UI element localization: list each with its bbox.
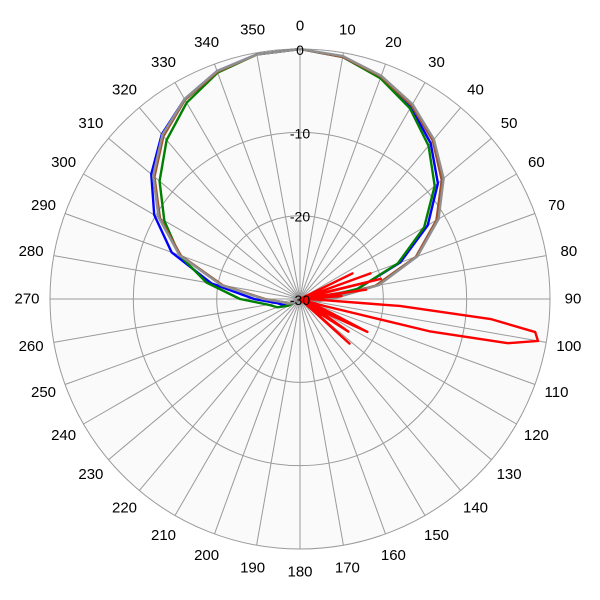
grid-spoke [53,255,301,300]
grid-spoke [299,137,492,300]
grid-spoke [299,298,426,516]
angle-tick-label: 250 [31,384,56,401]
angle-tick-label: 60 [528,154,545,171]
angle-tick-label: 170 [335,559,360,576]
angle-tick-label: 110 [545,384,569,401]
angle-tick-label: 290 [31,197,56,214]
grid-spoke [299,82,426,300]
angle-tick-label: 150 [424,527,449,544]
grid-spoke [256,298,301,546]
angle-tick-label: 310 [78,115,103,132]
grid-spoke [214,298,301,535]
grid-spoke [299,63,386,300]
angle-tick-label: 30 [428,54,445,71]
angle-tick-label: 120 [524,427,549,444]
grid-spoke [299,298,344,546]
angle-tick-label: 210 [151,527,176,544]
angle-tick-label: 140 [463,500,488,517]
angle-tick-label: 200 [194,547,219,564]
angle-tick-label: 270 [14,291,39,308]
angle-tick-label: 50 [501,115,518,132]
angle-tick-label: 340 [194,34,219,51]
grid-spoke [299,298,517,425]
grid-spoke [299,173,517,300]
label-layer: 0 10 20 30 40 50 60 70 80 90 100 110 120 130 140 150 160… [14,18,581,581]
grid-spoke [174,82,301,300]
angle-tick-label: 40 [467,81,484,98]
angle-tick-label: 70 [548,197,565,214]
grid-spoke [299,52,344,300]
radial-tick-label: -20 [290,209,310,225]
angle-tick-label: 130 [497,466,522,483]
angle-tick-label: 320 [112,81,137,98]
series-line-4 [298,272,540,345]
angle-tick-label: 10 [339,22,356,39]
radial-tick-label: -10 [290,125,310,141]
angle-tick-label: 240 [51,427,76,444]
angle-tick-label: 100 [556,338,581,355]
angle-tick-label: 330 [151,54,176,71]
grid-spoke [108,137,301,300]
angle-tick-label: 160 [381,547,406,564]
radial-tick-label: 0 [296,42,304,58]
angle-tick-label: 220 [112,500,137,517]
grid-spoke [299,298,547,343]
grid-spoke [299,298,536,385]
angle-tick-label: 260 [19,338,44,355]
angle-tick-label: 80 [561,243,578,260]
grid-spoke [174,298,301,516]
radial-tick-label: -30 [290,292,310,308]
grid-spoke [83,298,301,425]
grid-spoke [138,298,301,491]
grid-spoke [83,173,301,300]
grid-spoke [64,298,301,385]
grid-spoke [256,52,301,300]
angle-tick-label: 180 [287,564,312,581]
series-layer [150,47,540,345]
angle-tick-label: 230 [78,466,103,483]
grid-spoke [299,255,547,300]
grid-spoke [53,298,301,343]
angle-tick-label: 20 [385,34,402,51]
angle-tick-label: 90 [565,291,582,308]
angle-tick-label: 190 [240,559,265,576]
grid-spoke [299,298,386,535]
grid-spoke [299,298,462,491]
series-line-3 [151,47,445,305]
angle-tick-label: 350 [240,22,265,39]
grid-spoke [108,298,301,461]
angle-tick-label: 280 [19,243,44,260]
angle-tick-label: 0 [296,18,304,35]
grid-spoke [214,63,301,300]
angle-tick-label: 300 [51,154,76,171]
